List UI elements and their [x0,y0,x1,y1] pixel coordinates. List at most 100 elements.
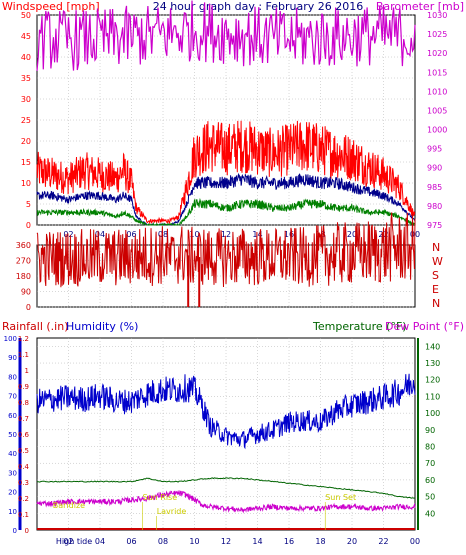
wind-direction-series [36,212,416,288]
wind-x-tick: 02 [63,230,73,239]
climate-x-tick: 08 [158,537,168,546]
wind-y-tick: 40 [21,53,31,62]
rain-y-tick: 1 [25,367,29,375]
temperature-series-line [36,477,416,499]
rain-y-tick: 0.5 [18,447,29,455]
baro-y-tick: 975 [427,221,442,230]
wind-x-tick: 14 [252,230,262,239]
rain-y-tick: 0.4 [18,463,30,471]
rain-y-tick: 0.9 [18,383,29,391]
annotation-label: Sun Set [325,493,356,502]
climate-x-tick: 18 [315,537,325,546]
temperature-y-tick: 100 [425,409,440,418]
baro-y-tick: 1000 [427,126,447,135]
baro-y-tick: 995 [427,145,442,154]
temperature-y-tick: 40 [425,509,435,518]
humidity-y-tick: 90 [8,354,17,362]
rain-y-tick: 0.6 [18,431,30,439]
dir-letter-s: S [432,269,439,282]
climate-x-tick: 22 [378,537,388,546]
dewpoint-axis-label: Dew Point (°F) [385,320,464,333]
baro-y-tick: 1010 [427,87,447,96]
climate-x-tick: 16 [284,537,294,546]
temperature-y-tick: 90 [425,426,435,435]
wind-y-tick: 10 [21,179,31,188]
barometer-axis-label: Barometer [mb] [376,0,464,13]
temperature-y-tick: 60 [425,476,435,485]
humidity-y-tick: 80 [8,373,17,381]
dir-y-tick: 270 [16,257,31,266]
grid-lines [18,14,419,530]
rain-y-tick: 0.3 [18,479,29,487]
temperature-y-tick: 120 [425,376,440,385]
temperature-y-tick: 70 [425,459,435,468]
annotations: Baridize Sun Rise Lavride Sun Set High tide [53,493,356,546]
average-series-line [36,172,416,226]
rain-y-tick: 0.2 [18,495,29,503]
wind-x-tick: 20 [347,230,357,239]
wind-y-tick: 50 [21,11,31,20]
annotation-label: High tide [56,537,92,546]
wind-y-tick: 45 [21,32,31,41]
baro-y-tick: 1015 [427,68,447,77]
wind-y-tick: 20 [21,137,31,146]
annotation-label: Lavride [157,507,187,516]
rain-y-tick: 1.2 [18,335,29,343]
temperature-y-tick: 80 [425,443,435,452]
dir-letter-e: E [432,283,439,296]
rain-y-tick: 0.8 [18,399,29,407]
gust-series-line [36,120,416,225]
climate-x-tick: 20 [347,537,357,546]
temperature-axis-label: Temperature (°F) [312,320,407,333]
dir-letter-n-top: N [432,241,440,254]
dir-y-tick: 360 [16,241,31,250]
wind-x-tick: 10 [189,230,199,239]
baro-y-tick: 990 [427,164,442,173]
data-series [36,0,416,530]
wind-y-tick: 35 [21,74,31,83]
climate-x-tick: 12 [221,537,231,546]
annotation-label: Baridize [53,501,85,510]
dir-y-tick: 0 [26,303,31,312]
wind-x-tick: 04 [95,230,105,239]
temperature-y-tick: 140 [425,342,440,351]
humidity-y-tick: 10 [8,508,17,516]
baro-y-tick: 1020 [427,49,447,58]
dewpoint-series-line [36,490,416,514]
temperature-y-tick: 50 [425,493,435,502]
humidity-axis-label: Humidity (%) [66,320,138,333]
humidity-y-tick: 20 [8,489,17,497]
dir-y-tick: 90 [21,288,31,297]
baro-y-tick: 1030 [427,11,447,20]
rain-y-tick: 0.1 [18,511,29,519]
baro-y-tick: 980 [427,202,442,211]
rain-y-tick: 1.1 [18,351,29,359]
wind-x-tick: 06 [126,230,136,239]
rainfall-axis-label: Rainfall (.in) [2,320,69,333]
climate-x-tick: 14 [252,537,262,546]
windspeed-axis-label: Windspeed [mph] [2,0,100,13]
humidity-y-tick: 100 [4,335,17,343]
humidity-y-tick: 30 [8,469,17,477]
wind-y-tick: 30 [21,95,31,104]
baro-y-tick: 1025 [427,30,447,39]
chart-title: 24 hour graph day : February 26 2016 [153,0,364,13]
rain-y-tick: 0 [25,527,29,535]
wind-y-tick: 25 [21,116,31,125]
wind-y-tick: 15 [21,158,31,167]
climate-x-tick: 06 [126,537,136,546]
humidity-y-tick: 70 [8,393,17,401]
humidity-y-tick: 50 [8,431,17,439]
low-series-line [36,197,416,227]
humidity-y-tick: 0 [13,527,17,535]
climate-x-tick: 02 [63,537,73,546]
dir-letter-n-bottom: N [432,297,440,310]
climate-x-tick: 10 [189,537,199,546]
dir-y-tick: 180 [16,272,31,281]
humidity-y-tick: 40 [8,450,17,458]
climate-x-tick: 04 [95,537,105,546]
baro-y-tick: 1005 [427,106,447,115]
dir-letter-w: W [432,255,443,268]
